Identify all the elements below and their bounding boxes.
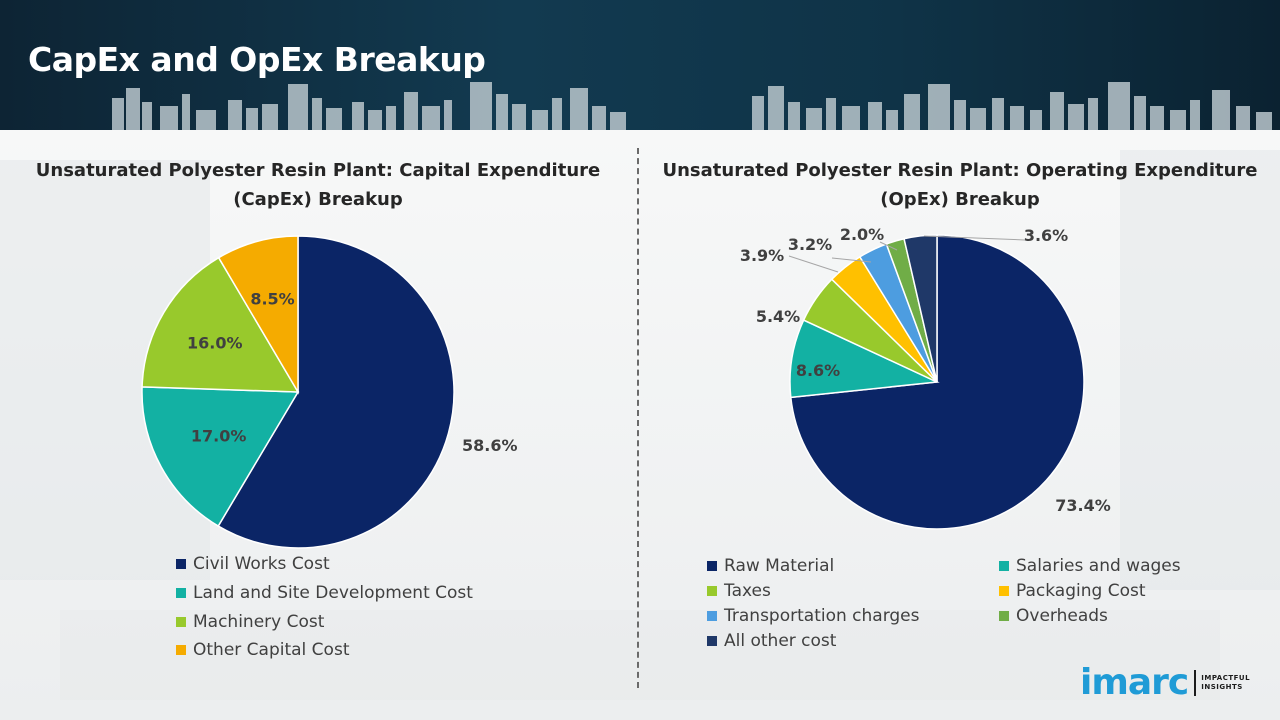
capex-legend: Civil Works Cost Land and Site Developmen…: [176, 550, 473, 665]
city-skyline-graphic: [112, 82, 1272, 130]
capex-data-label-other-capital-cost: 8.5%: [250, 290, 294, 309]
background-decoration: [60, 610, 1220, 700]
opex-leader-line-overheads: [879, 241, 898, 251]
capex-legend-label-land-and-site-development-cost: Land and Site Development Cost: [193, 583, 473, 604]
opex-leader-line-packaging-cost: [788, 255, 839, 273]
opex-legend-label-packaging-cost: Packaging Cost: [1016, 580, 1146, 601]
capex-legend-swatch-other-capital-cost: [176, 645, 186, 656]
opex-legend-swatch-packaging-cost: [999, 585, 1009, 596]
header-banner: CapEx and OpEx Breakup: [0, 0, 1280, 130]
logo-tagline-line2: INSIGHTS: [1201, 683, 1243, 691]
capex-legend-label-other-capital-cost: Other Capital Cost: [193, 640, 350, 661]
background-decoration: [1120, 150, 1280, 590]
page-title: CapEx and OpEx Breakup: [28, 40, 486, 79]
capex-legend-swatch-civil-works-cost: [176, 559, 186, 570]
opex-legend-label-taxes: Taxes: [724, 580, 771, 601]
opex-chart-title: Unsaturated Polyester Resin Plant: Opera…: [662, 160, 1258, 210]
opex-legend-item-transportation-charges: Transportation charges: [707, 603, 999, 628]
opex-legend-item-raw-material: Raw Material: [707, 553, 999, 578]
capex-data-label-machinery-cost: 16.0%: [187, 334, 243, 353]
capex-legend-item-civil-works-cost: Civil Works Cost: [176, 550, 473, 579]
opex-legend-label-overheads: Overheads: [1016, 605, 1108, 626]
opex-legend-label-all-other-cost: All other cost: [724, 630, 837, 651]
opex-legend-item-taxes: Taxes: [707, 578, 999, 603]
opex-leader-line-all-other-cost: [923, 235, 1026, 241]
opex-slice-all-other-cost: [903, 234, 938, 383]
opex-legend-swatch-all-other-cost: [707, 635, 717, 646]
capex-legend-item-machinery-cost: Machinery Cost: [176, 607, 473, 636]
capex-legend-label-civil-works-cost: Civil Works Cost: [193, 554, 330, 575]
logo-tagline: IMPACTFUL INSIGHTS: [1201, 674, 1250, 692]
opex-legend: Raw Material Salaries and wages Taxes Packa…: [707, 553, 1207, 653]
opex-legend-swatch-raw-material: [707, 560, 717, 571]
opex-legend-swatch-overheads: [999, 610, 1009, 621]
opex-leader-line-transportation-charges: [831, 257, 872, 263]
panel-divider: [637, 148, 639, 688]
opex-legend-item-packaging-cost: Packaging Cost: [999, 578, 1207, 603]
capex-data-label-civil-works-cost: 58.6%: [462, 436, 518, 455]
opex-data-label-all-other-cost: 3.6%: [1024, 226, 1068, 245]
capex-legend-label-machinery-cost: Machinery Cost: [193, 611, 325, 632]
opex-data-label-salaries-and-wages: 8.6%: [796, 361, 840, 380]
opex-legend-swatch-taxes: [707, 585, 717, 596]
opex-data-label-overheads: 2.0%: [840, 225, 884, 244]
opex-legend-item-overheads: Overheads: [999, 603, 1207, 628]
opex-legend-label-raw-material: Raw Material: [724, 555, 835, 576]
imarc-logo: imarc IMPACTFUL INSIGHTS: [1080, 660, 1250, 706]
capex-slice-machinery-cost: [141, 256, 300, 393]
opex-legend-label-transportation-charges: Transportation charges: [724, 605, 920, 626]
capex-slice-other-capital-cost: [217, 235, 299, 395]
opex-legend-swatch-transportation-charges: [707, 610, 717, 621]
capex-legend-item-other-capital-cost: Other Capital Cost: [176, 636, 473, 665]
capex-data-label-land-and-site-development-cost: 17.0%: [191, 426, 247, 445]
opex-data-label-packaging-cost: 3.9%: [740, 246, 784, 265]
opex-legend-item-all-other-cost: All other cost: [707, 628, 999, 653]
capex-slice-land-and-site-development-cost: [141, 386, 300, 528]
capex-legend-swatch-machinery-cost: [176, 616, 186, 627]
opex-legend-label-salaries-and-wages: Salaries and wages: [1016, 555, 1181, 576]
opex-data-label-taxes: 5.4%: [756, 307, 800, 326]
capex-slice-civil-works-cost: [217, 235, 455, 549]
opex-data-label-transportation-charges: 3.2%: [788, 235, 832, 254]
opex-legend-item-salaries-and-wages: Salaries and wages: [999, 553, 1207, 578]
capex-chart-title: Unsaturated Polyester Resin Plant: Capit…: [35, 160, 601, 210]
capex-legend-swatch-land-and-site-development-cost: [176, 588, 186, 599]
logo-wordmark: imarc: [1080, 662, 1189, 703]
opex-data-label-raw-material: 73.4%: [1055, 496, 1111, 515]
opex-legend-swatch-salaries-and-wages: [999, 560, 1009, 571]
logo-separator: [1194, 670, 1197, 696]
capex-legend-item-land-and-site-development-cost: Land and Site Development Cost: [176, 579, 473, 608]
logo-tagline-line1: IMPACTFUL: [1201, 674, 1251, 682]
